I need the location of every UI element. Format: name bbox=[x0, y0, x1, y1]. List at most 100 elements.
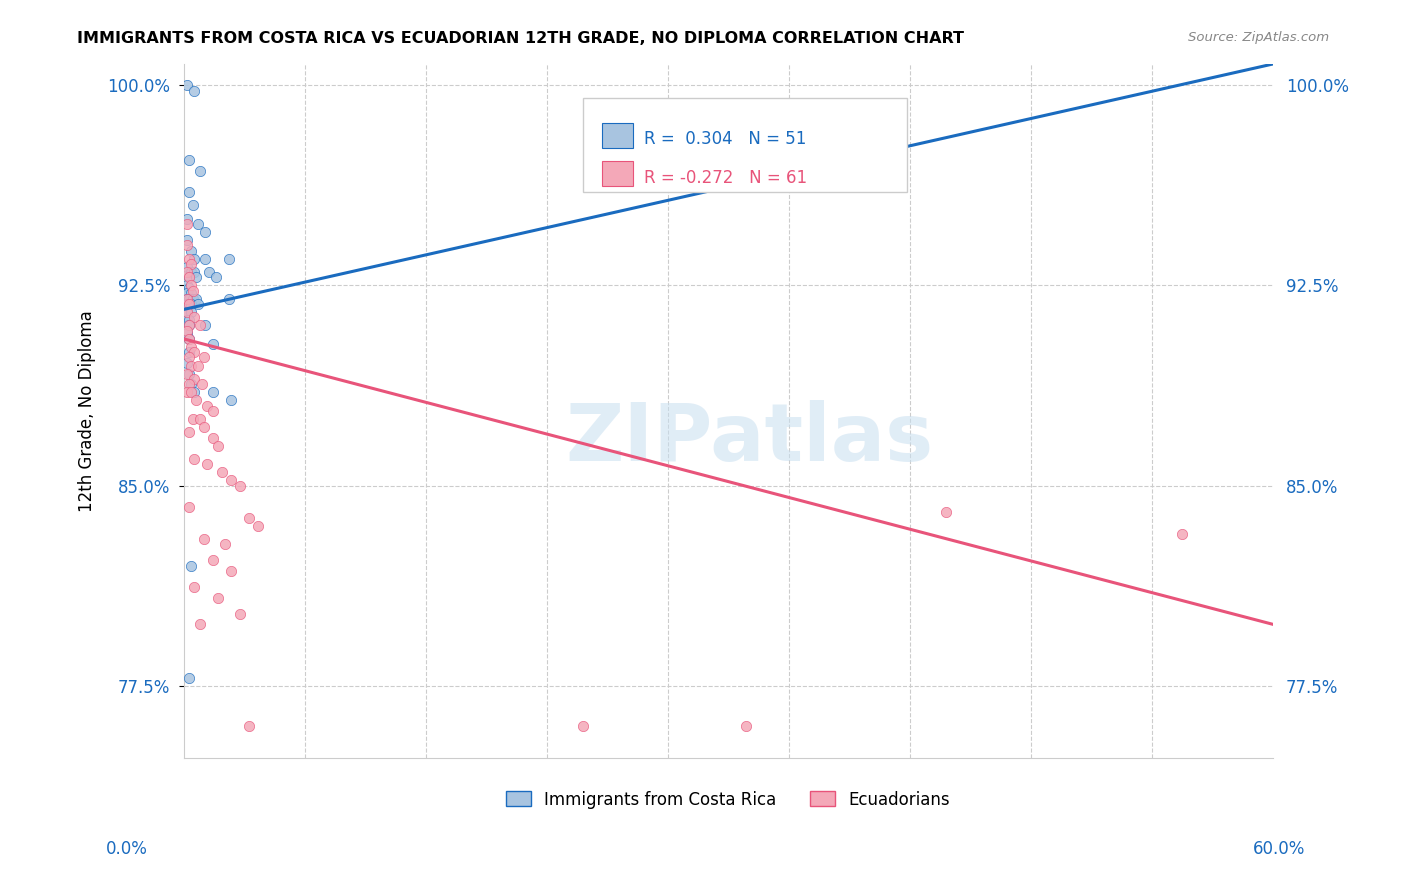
Point bbox=[177, 351, 200, 365]
Point bbox=[201, 404, 224, 418]
Point bbox=[238, 718, 260, 732]
Text: IMMIGRANTS FROM COSTA RICA VS ECUADORIAN 12TH GRADE, NO DIPLOMA CORRELATION CHAR: IMMIGRANTS FROM COSTA RICA VS ECUADORIAN… bbox=[77, 31, 965, 46]
Point bbox=[177, 318, 200, 333]
Point bbox=[176, 292, 198, 306]
Point bbox=[219, 393, 242, 408]
Point bbox=[1171, 526, 1194, 541]
Point bbox=[180, 359, 202, 373]
Point bbox=[176, 292, 198, 306]
Point bbox=[183, 310, 205, 325]
Point bbox=[180, 385, 202, 400]
Point bbox=[177, 252, 200, 266]
Text: 60.0%: 60.0% bbox=[1253, 840, 1305, 858]
Point bbox=[188, 617, 211, 632]
Legend: Immigrants from Costa Rica, Ecuadorians: Immigrants from Costa Rica, Ecuadorians bbox=[499, 784, 956, 815]
Point bbox=[180, 257, 202, 271]
Point bbox=[193, 420, 215, 434]
Point bbox=[188, 318, 211, 333]
Point bbox=[180, 297, 202, 311]
Point bbox=[176, 367, 198, 381]
Point bbox=[207, 438, 229, 452]
Point bbox=[193, 532, 215, 546]
Point bbox=[183, 84, 205, 98]
Point bbox=[183, 372, 205, 386]
Point bbox=[218, 252, 240, 266]
Point bbox=[207, 591, 229, 605]
Point bbox=[177, 281, 200, 295]
Point bbox=[211, 465, 233, 479]
Point bbox=[177, 270, 200, 285]
Point bbox=[176, 313, 198, 327]
Point bbox=[183, 345, 205, 359]
Point bbox=[201, 337, 224, 351]
Point bbox=[193, 351, 215, 365]
Point bbox=[229, 607, 252, 621]
Point bbox=[176, 238, 198, 252]
Point bbox=[181, 284, 204, 298]
Point bbox=[177, 153, 200, 167]
Point bbox=[190, 377, 212, 392]
Point bbox=[195, 457, 218, 471]
Point bbox=[205, 270, 228, 285]
Point bbox=[176, 286, 198, 301]
Point bbox=[735, 718, 758, 732]
Point bbox=[176, 278, 198, 293]
Point bbox=[180, 278, 202, 293]
Point bbox=[177, 500, 200, 514]
Point bbox=[177, 367, 200, 381]
Point bbox=[219, 473, 242, 487]
Point bbox=[180, 265, 202, 279]
Point bbox=[177, 425, 200, 440]
Point bbox=[177, 292, 200, 306]
Point bbox=[180, 377, 202, 392]
Point bbox=[177, 318, 200, 333]
Point bbox=[176, 385, 198, 400]
Text: R =  0.304   N = 51: R = 0.304 N = 51 bbox=[644, 130, 806, 148]
Point bbox=[176, 305, 198, 319]
Point bbox=[195, 399, 218, 413]
Point bbox=[183, 580, 205, 594]
Point bbox=[572, 718, 595, 732]
Point bbox=[176, 324, 198, 338]
Text: 0.0%: 0.0% bbox=[105, 840, 148, 858]
Point bbox=[246, 518, 269, 533]
Text: Source: ZipAtlas.com: Source: ZipAtlas.com bbox=[1188, 31, 1329, 45]
Point bbox=[177, 297, 200, 311]
Text: R = -0.272   N = 61: R = -0.272 N = 61 bbox=[644, 169, 807, 186]
Point bbox=[177, 377, 200, 392]
Point bbox=[176, 211, 198, 226]
Point bbox=[176, 78, 198, 93]
Point bbox=[198, 265, 221, 279]
Point bbox=[180, 558, 202, 573]
Point bbox=[201, 385, 224, 400]
Point bbox=[183, 451, 205, 466]
Point bbox=[177, 185, 200, 199]
Text: ZIPatlas: ZIPatlas bbox=[565, 400, 934, 477]
Point bbox=[177, 313, 200, 327]
Point bbox=[214, 537, 236, 551]
Point bbox=[186, 393, 208, 408]
Point bbox=[177, 332, 200, 346]
Point bbox=[176, 217, 198, 231]
Point bbox=[180, 286, 202, 301]
Point bbox=[176, 326, 198, 341]
Point bbox=[176, 297, 198, 311]
Point bbox=[181, 198, 204, 212]
Point bbox=[238, 510, 260, 524]
Point bbox=[219, 564, 242, 578]
Point bbox=[176, 265, 198, 279]
Point bbox=[177, 270, 200, 285]
Point bbox=[176, 260, 198, 274]
Point bbox=[180, 244, 202, 258]
Point bbox=[187, 359, 209, 373]
Point bbox=[176, 233, 198, 247]
Point bbox=[177, 345, 200, 359]
Point bbox=[187, 217, 209, 231]
Point bbox=[177, 671, 200, 685]
Y-axis label: 12th Grade, No Diploma: 12th Grade, No Diploma bbox=[79, 310, 96, 512]
Point bbox=[218, 292, 240, 306]
Point bbox=[183, 252, 205, 266]
Point bbox=[194, 225, 217, 239]
Point bbox=[186, 270, 208, 285]
Point bbox=[176, 356, 198, 370]
